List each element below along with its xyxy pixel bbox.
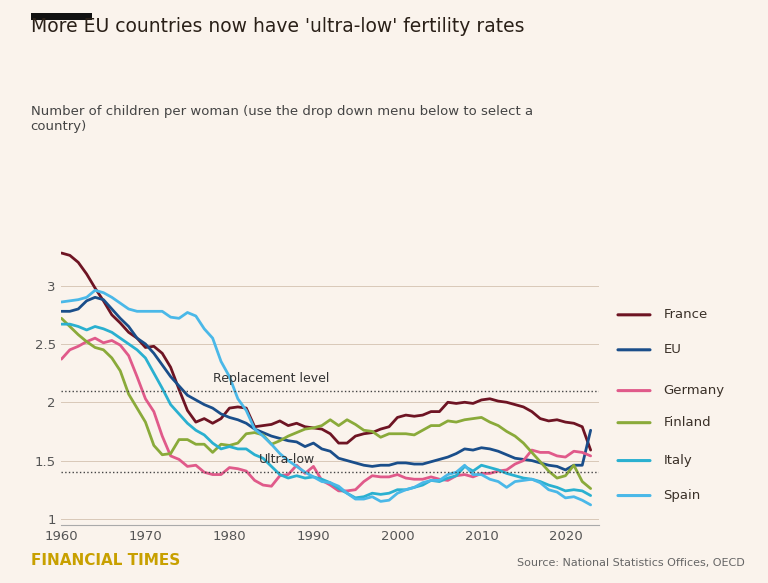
- Text: France: France: [664, 308, 708, 321]
- Text: More EU countries now have 'ultra-low' fertility rates: More EU countries now have 'ultra-low' f…: [31, 17, 525, 37]
- Text: Spain: Spain: [664, 489, 701, 502]
- Text: Source: National Statistics Offices, OECD: Source: National Statistics Offices, OEC…: [517, 559, 745, 568]
- Text: Replacement level: Replacement level: [213, 372, 329, 385]
- Text: Ultra-low: Ultra-low: [259, 454, 315, 466]
- Text: Germany: Germany: [664, 384, 725, 397]
- Text: FINANCIAL TIMES: FINANCIAL TIMES: [31, 553, 180, 568]
- Text: Finland: Finland: [664, 416, 711, 429]
- Text: EU: EU: [664, 343, 681, 356]
- Text: Number of children per woman (use the drop down menu below to select a
country): Number of children per woman (use the dr…: [31, 105, 533, 133]
- Text: Italy: Italy: [664, 454, 692, 467]
